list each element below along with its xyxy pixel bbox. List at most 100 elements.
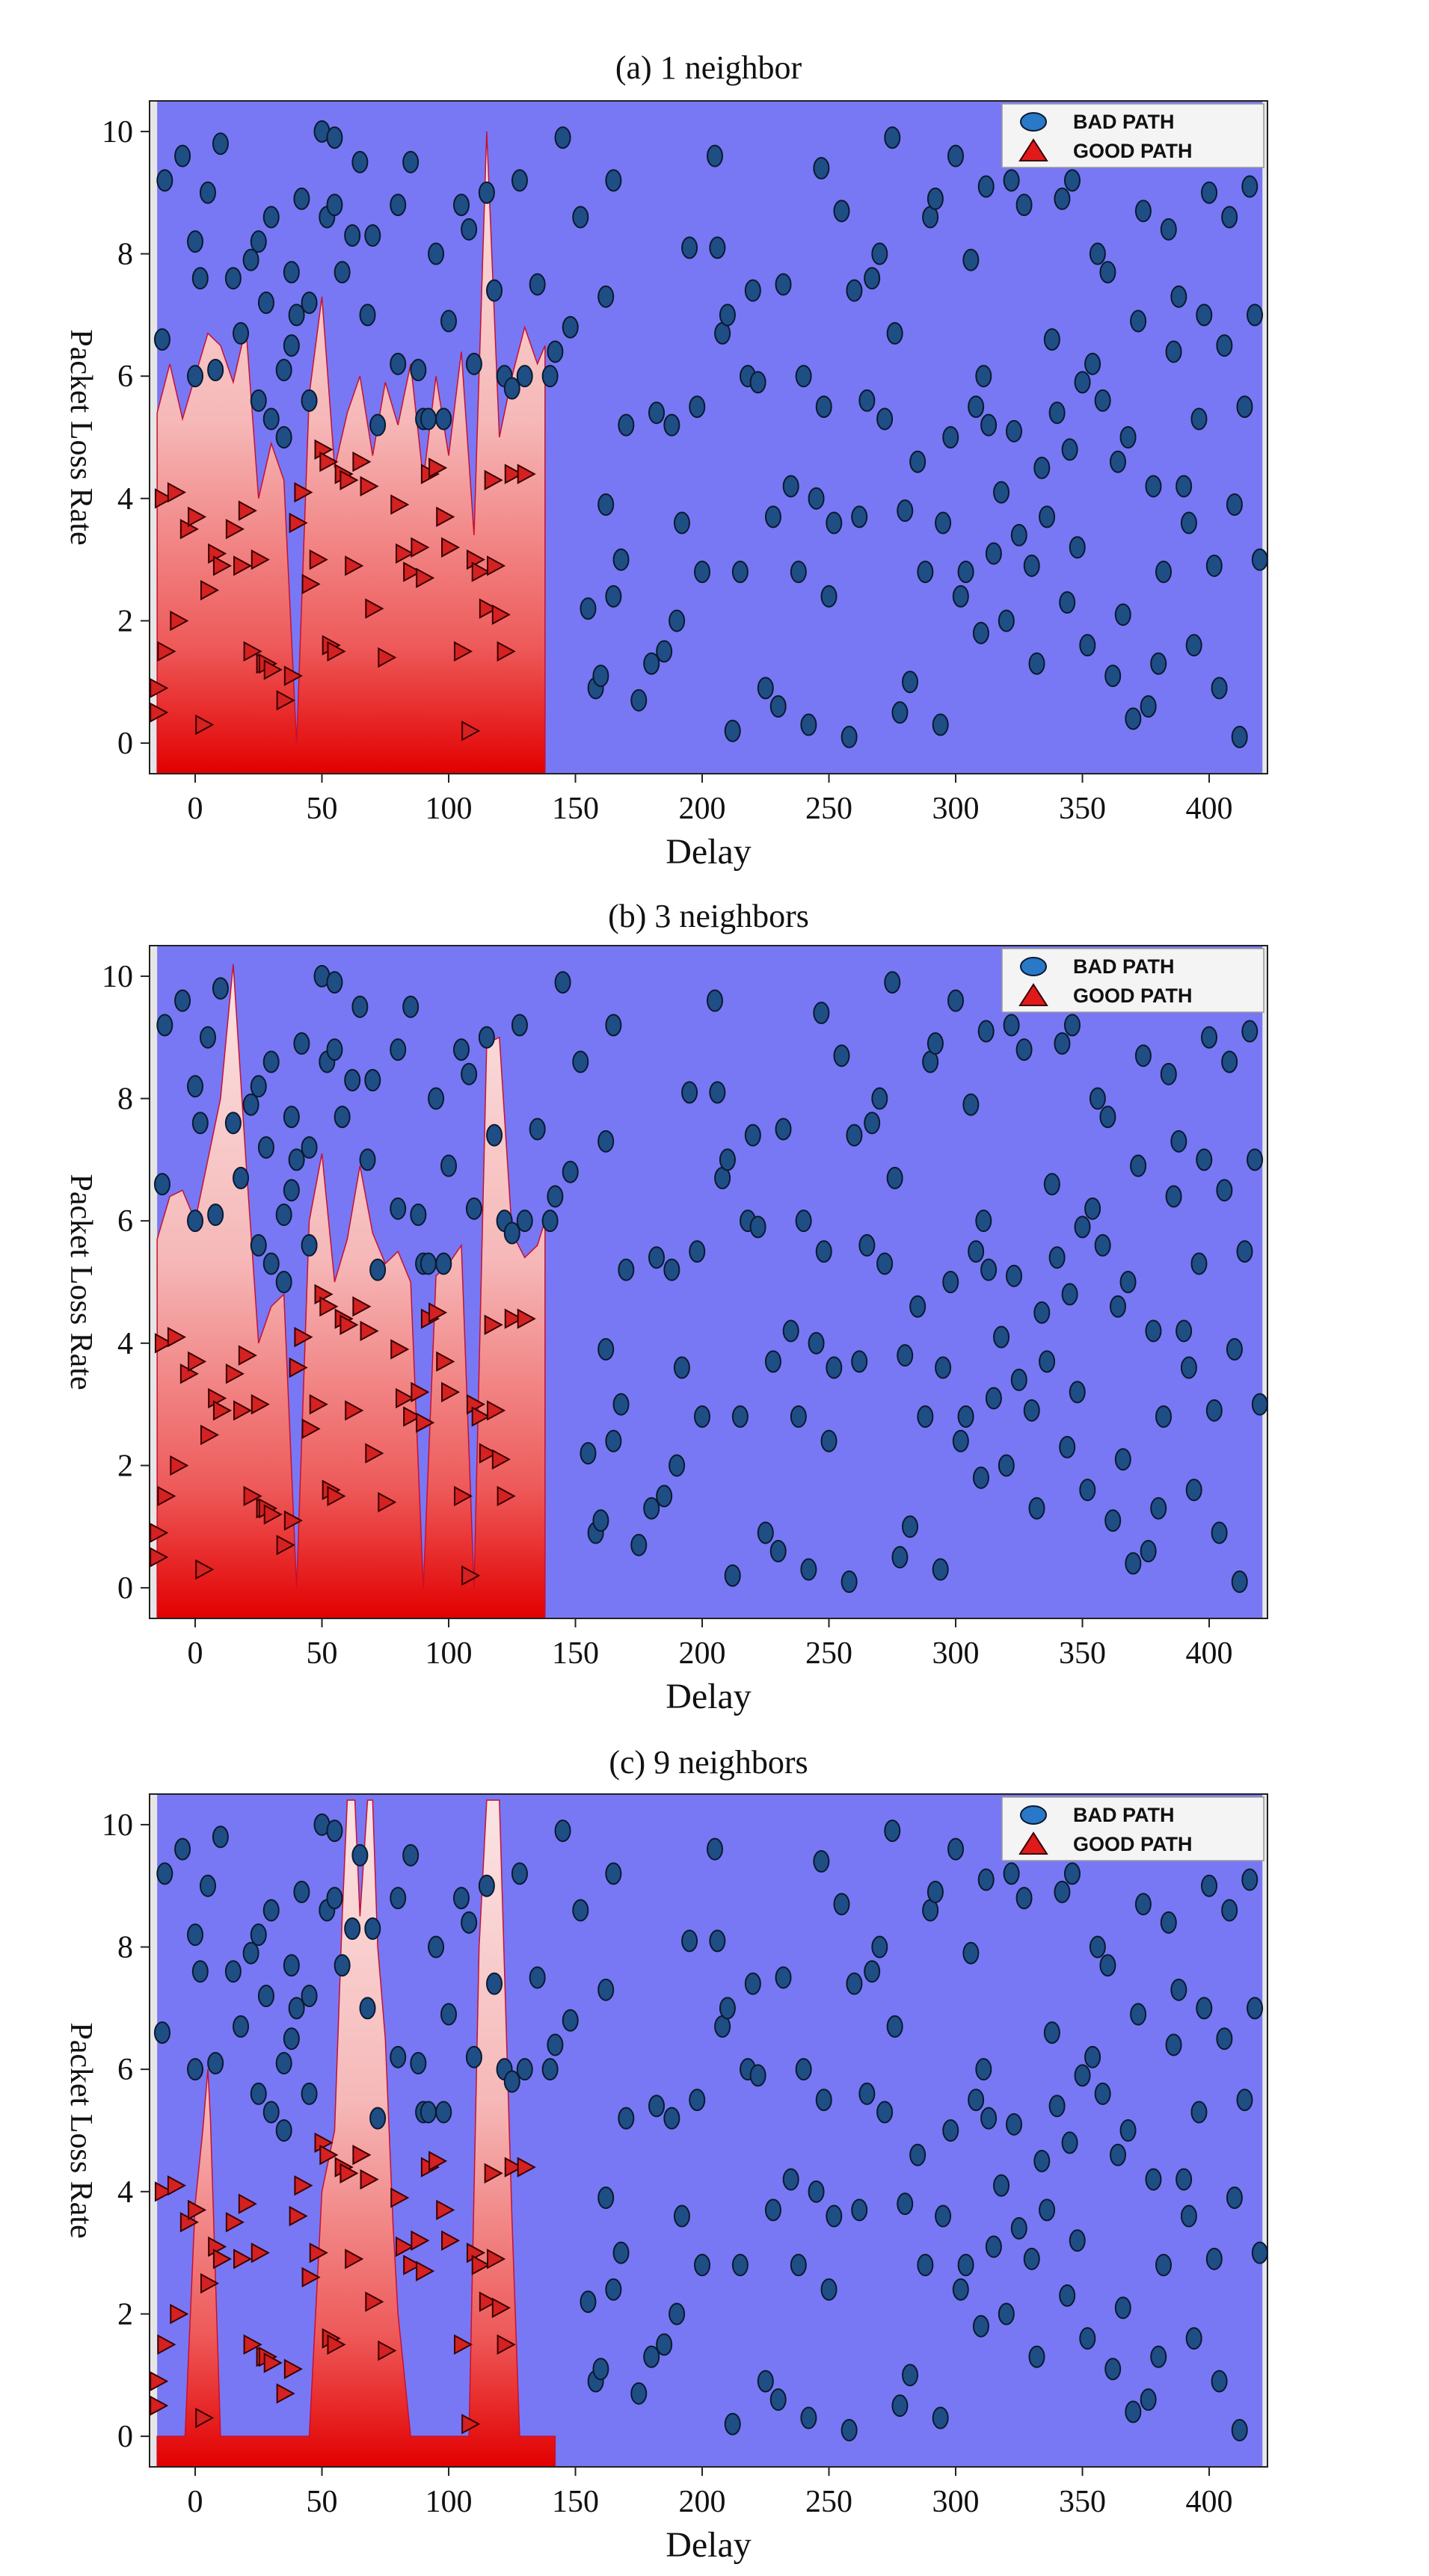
bad-path-point: [1119, 1271, 1137, 1293]
bad-path-point: [1150, 652, 1167, 675]
bad-path-point: [998, 1454, 1015, 1477]
good-path-point: [289, 2205, 308, 2227]
bad-path-point: [199, 181, 216, 204]
bad-path-point: [846, 1972, 863, 1995]
bad-path-point: [1190, 2101, 1208, 2124]
good-path-point: [154, 1333, 174, 1354]
good-path-point: [200, 1424, 220, 1446]
good-path-point: [167, 1326, 186, 1348]
bad-path-point: [749, 2064, 766, 2087]
bad-path-point: [1079, 2327, 1096, 2350]
good-path-point: [504, 463, 523, 484]
bad-path-point: [871, 1087, 888, 1110]
bad-path-point: [605, 585, 622, 608]
bad-path-point: [1247, 1148, 1264, 1171]
bad-path-point: [864, 1112, 881, 1135]
bad-path-point: [224, 1112, 242, 1135]
bad-path-point: [876, 2101, 894, 2124]
good-path-point: [396, 2236, 415, 2258]
bad-path-point: [909, 1295, 926, 1318]
good-path-point: [504, 1308, 523, 1329]
bad-path-point: [902, 2364, 919, 2387]
bad-path-point: [288, 303, 305, 327]
bad-path-point: [293, 187, 310, 210]
legend-box-b: [1001, 948, 1264, 1013]
good-path-point: [170, 1455, 189, 1476]
bad-path-point: [1170, 285, 1187, 308]
good-path-point: [319, 1296, 339, 1317]
bad-path-point: [486, 279, 503, 302]
bad-path-point: [669, 2302, 686, 2326]
bad-path-point: [344, 224, 361, 247]
bad-path-point: [529, 273, 546, 296]
bad-path-point: [1160, 1911, 1177, 1934]
bad-path-point: [897, 1344, 914, 1367]
bad-path-point: [706, 989, 723, 1012]
good-path-point: [289, 1357, 308, 1378]
bad-path-point: [935, 2204, 952, 2228]
bad-path-point: [428, 1087, 445, 1110]
legend-good-path-marker: [1018, 138, 1048, 161]
bad-path-point: [1251, 1393, 1268, 1416]
bad-path-point: [554, 1819, 571, 1843]
good-path-point: [497, 641, 516, 662]
good-path-point: [276, 690, 295, 711]
bad-path-point: [724, 2412, 741, 2435]
bad-path-point: [242, 1941, 259, 1965]
bad-path-point: [795, 365, 812, 388]
good-path-point: [497, 1485, 516, 1507]
bad-path-point: [1114, 1448, 1131, 1471]
bad-path-point: [841, 725, 858, 748]
bad-path-point: [833, 200, 850, 223]
good-path-point: [396, 1387, 415, 1409]
bad-path-point: [673, 1356, 690, 1379]
bad-path-point: [212, 1825, 229, 1849]
bad-path-point: [952, 585, 969, 608]
bad-path-point: [1063, 169, 1081, 192]
bad-path-point: [547, 2033, 564, 2056]
bad-path-point: [815, 1240, 832, 1263]
bad-path-point: [605, 169, 622, 192]
y-tick-label-b: 6: [117, 1204, 133, 1239]
axes-frame-b: [149, 945, 1268, 1619]
bad-path-point: [1023, 554, 1040, 577]
good-path-point: [195, 1559, 215, 1580]
bad-path-point: [926, 1032, 944, 1055]
bad-path-point: [390, 194, 407, 217]
bad-path-point: [153, 2021, 170, 2045]
bad-path-point: [554, 126, 571, 150]
x-axis-label-c: Delay: [666, 2525, 752, 2565]
bad-path-point: [764, 505, 781, 529]
bad-path-point: [800, 713, 817, 736]
bad-path-point: [993, 1325, 1010, 1349]
good-path-point: [403, 2255, 422, 2275]
bad-path-point: [630, 1533, 648, 1556]
legend-a: BAD PATH GOOD PATH: [1001, 103, 1264, 168]
good-path-point: [251, 549, 270, 570]
bad-path-point: [917, 1405, 934, 1428]
bad-path-point: [242, 248, 259, 271]
bad-path-point: [334, 1954, 351, 1977]
legend-bad-path-marker: [1020, 1805, 1047, 1825]
legend-bad-path-label: BAD PATH: [1073, 111, 1175, 133]
bad-path-point: [663, 2107, 680, 2130]
bad-path-point: [719, 1997, 736, 2020]
good-path-point: [491, 1449, 511, 1470]
good-path-point: [243, 641, 262, 662]
bad-path-point: [932, 713, 949, 736]
good-path-point: [339, 2163, 359, 2184]
bad-path-point: [174, 989, 191, 1012]
bad-path-point: [1226, 1338, 1243, 1361]
bad-path-point: [1130, 2003, 1147, 2026]
bad-path-point: [199, 1874, 216, 1897]
good-path-point: [471, 2255, 491, 2275]
bad-path-point: [1023, 2247, 1040, 2270]
bad-path-point: [648, 401, 666, 425]
bad-path-point: [648, 1246, 666, 1269]
bad-path-point: [283, 261, 300, 284]
bad-path-point: [1150, 2345, 1167, 2368]
bad-path-point: [1114, 603, 1131, 626]
bad-path-point: [886, 2015, 903, 2038]
good-path-point: [487, 2249, 506, 2270]
good-path-point: [378, 1491, 397, 1513]
